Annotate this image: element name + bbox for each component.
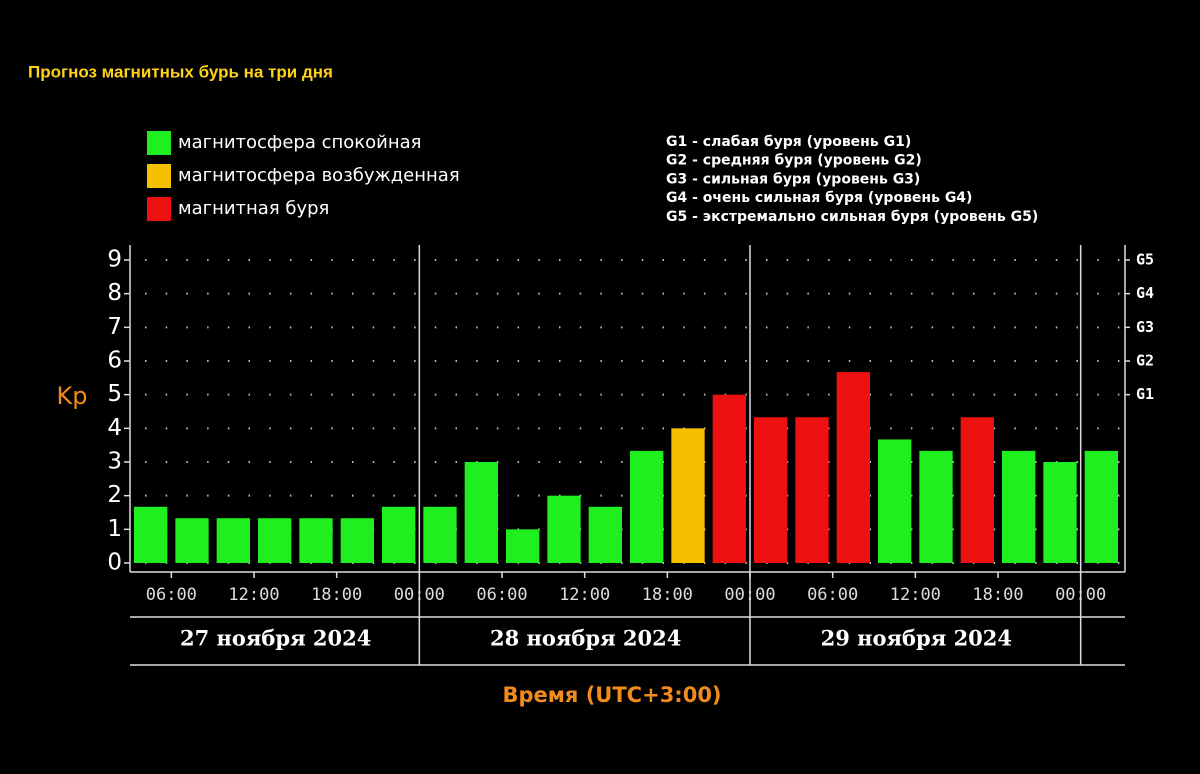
bar — [423, 506, 457, 563]
y2-tick-label: G1 — [1136, 385, 1154, 403]
x-tick-label: 18:00 — [642, 585, 693, 605]
y-tick-label: 2 — [107, 482, 122, 508]
bar — [216, 518, 250, 563]
x-tick-label: 00:00 — [724, 585, 775, 605]
date-label: 28 ноября 2024 — [490, 626, 681, 651]
x-axis-label: Время (UTC+3:00) — [502, 683, 721, 707]
x-tick-label: 18:00 — [311, 585, 362, 605]
x-tick-label: 06:00 — [476, 585, 527, 605]
y-tick-label: 6 — [107, 348, 122, 374]
bar — [1043, 462, 1077, 563]
y2-tick-label: G4 — [1136, 284, 1154, 302]
y-tick-label: 7 — [107, 314, 122, 340]
y-axis-label: Kp — [57, 382, 88, 410]
legend-swatch — [147, 197, 171, 221]
storm-level: G2 - средняя буря (уровень G2) — [666, 153, 922, 169]
legend-swatch — [147, 164, 171, 188]
bar — [340, 518, 374, 563]
storm-level: G4 - очень сильная буря (уровень G4) — [666, 190, 972, 206]
x-tick-label: 00:00 — [394, 585, 445, 605]
x-tick-label: 12:00 — [559, 585, 610, 605]
bar — [836, 372, 870, 563]
legend-swatch — [147, 131, 171, 155]
x-tick-label: 12:00 — [228, 585, 279, 605]
bar — [1002, 450, 1036, 563]
y-tick-label: 9 — [107, 247, 122, 273]
y-tick-label: 8 — [107, 280, 122, 306]
bar — [258, 518, 292, 563]
bar — [588, 506, 622, 563]
bar — [795, 417, 829, 563]
storm-level: G3 - сильная буря (уровень G3) — [666, 171, 920, 187]
legend-label: магнитная буря — [178, 198, 329, 219]
bar — [878, 439, 912, 563]
x-tick-label: 06:00 — [146, 585, 197, 605]
date-label: 27 ноября 2024 — [180, 626, 371, 651]
date-label: 29 ноября 2024 — [821, 626, 1012, 651]
bar — [919, 450, 953, 563]
y-tick-label: 3 — [107, 449, 122, 475]
y-tick-label: 1 — [107, 516, 122, 542]
bar — [299, 518, 333, 563]
x-tick-label: 18:00 — [972, 585, 1023, 605]
bar — [547, 495, 581, 563]
legend-label: магнитосфера возбужденная — [178, 165, 460, 186]
y2-tick-label: G5 — [1136, 251, 1154, 269]
y-tick-label: 4 — [107, 415, 122, 441]
bar — [1084, 450, 1118, 563]
bar — [175, 518, 209, 563]
bar — [960, 417, 994, 563]
bar — [506, 529, 540, 563]
bar — [382, 506, 416, 563]
storm-level: G1 - слабая буря (уровень G1) — [666, 134, 911, 150]
y-tick-label: 5 — [107, 381, 122, 407]
y2-tick-label: G3 — [1136, 318, 1154, 336]
storm-level: G5 - экстремально сильная буря (уровень … — [666, 209, 1038, 225]
x-tick-label: 00:00 — [1055, 585, 1106, 605]
legend-label: магнитосфера спокойная — [178, 132, 421, 153]
x-tick-label: 06:00 — [807, 585, 858, 605]
x-tick-label: 12:00 — [890, 585, 941, 605]
bar — [671, 428, 705, 563]
bar — [464, 462, 498, 563]
chart-title: Прогноз магнитных бурь на три дня — [28, 62, 333, 81]
nebula — [280, 0, 1200, 110]
bar — [134, 506, 168, 563]
bar — [712, 394, 746, 563]
bar — [754, 417, 788, 563]
y2-tick-label: G2 — [1136, 352, 1154, 370]
bar — [630, 450, 664, 563]
y-tick-label: 0 — [107, 550, 122, 576]
